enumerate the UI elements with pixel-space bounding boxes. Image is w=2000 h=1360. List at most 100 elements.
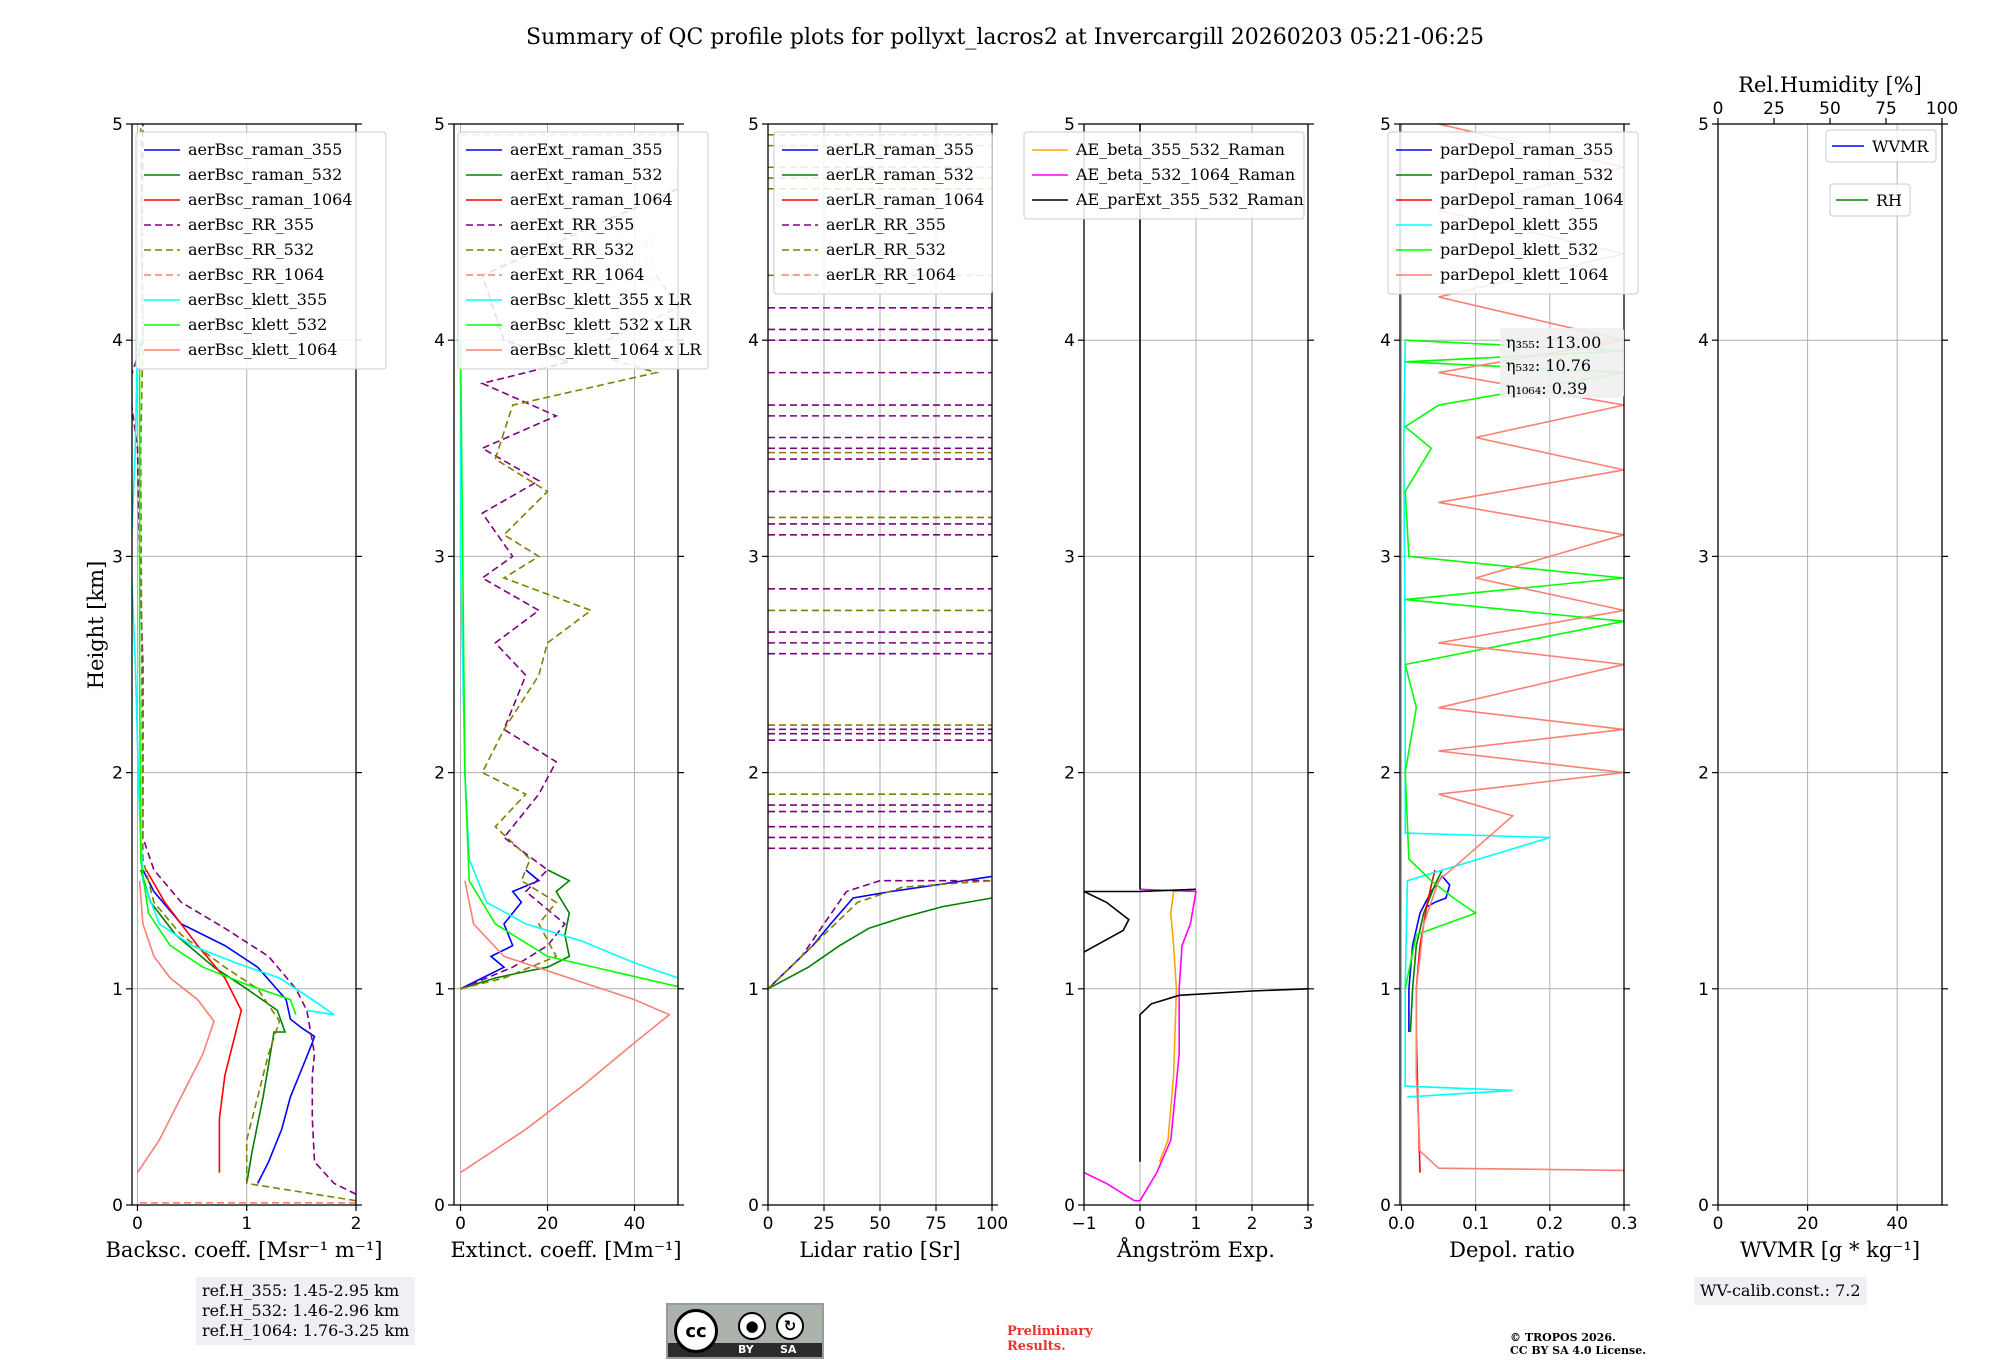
y-tick-label: 5 (1698, 115, 1709, 135)
legend-entry: aerBsc_RR_355 (188, 215, 314, 234)
y-tick-label: 3 (1698, 547, 1709, 567)
series-line-aerBsc_raman_1064 (145, 869, 243, 1173)
legend-entry: aerExt_raman_1064 (510, 190, 673, 209)
eta-value: η₁₀₆₄: 0.39 (1506, 379, 1587, 398)
ref-height-1064: ref.H_1064: 1.76-3.25 km (202, 1321, 410, 1340)
x-tick-label: 20 (1797, 1214, 1819, 1234)
y-tick-label: 1 (1064, 980, 1075, 1000)
x-tick-label: 0.1 (1462, 1214, 1489, 1234)
x-tick-label: 50 (869, 1214, 891, 1234)
series-line-AE_beta_532_1064_Raman (1084, 888, 1197, 1202)
x-tick-label: 0 (132, 1214, 143, 1234)
x-tick-label: 1 (1191, 1214, 1202, 1234)
copyright-note: © TROPOS 2026. CC BY SA 4.0 License. (1510, 1331, 1646, 1357)
y-tick-label: 2 (112, 764, 123, 784)
eta-box (1500, 328, 1624, 398)
legend-entry: aerBsc_klett_355 x LR (510, 290, 692, 309)
y-tick-label: 4 (1698, 331, 1709, 351)
ref-height-355: ref.H_355: 1.45-2.95 km (202, 1281, 400, 1300)
series-group (1084, 124, 1308, 1202)
y-tick-label: 0 (1698, 1196, 1709, 1216)
x-tick-label: 1 (241, 1214, 252, 1234)
axes-frame (131, 123, 357, 1206)
copyright-line-2: CC BY SA 4.0 License. (1510, 1344, 1647, 1357)
y-tick-label: 0 (434, 1196, 445, 1216)
series-group (132, 124, 356, 1204)
x-tick-label: 25 (813, 1214, 835, 1234)
y-tick-label: 2 (1380, 764, 1391, 784)
axes-frame (1399, 123, 1625, 1206)
series-line-AE_beta_355_532_Raman (1158, 888, 1191, 1163)
legend-entry: parDepol_raman_532 (1440, 165, 1613, 184)
series-group (459, 134, 678, 1174)
legend-entry: aerBsc_raman_1064 (188, 190, 353, 209)
y-tick-label: 1 (748, 980, 759, 1000)
series-line-aerBsc_klett_532 (138, 340, 297, 1015)
y-tick-label: 3 (434, 547, 445, 567)
y-tick-label: 3 (1380, 547, 1391, 567)
series-line-aerExt_raman_532 (460, 869, 571, 990)
x-tick-label: 0 (455, 1214, 466, 1234)
legend-box (1825, 129, 1937, 163)
wv-calibration-box: WV-calib.const.: 7.2 (1694, 1277, 1867, 1305)
legend-entry: aerBsc_raman_532 (188, 165, 342, 184)
x-axis-label: Lidar ratio [Sr] (799, 1238, 960, 1262)
x-tick-label: 2 (351, 1214, 362, 1234)
legend-entry: aerLR_RR_532 (826, 240, 946, 259)
x-axis-label: WVMR [g * kg⁻¹] (1740, 1238, 1920, 1262)
eta-value: η₃₅₅: 113.00 (1506, 333, 1601, 352)
panel-6: 0 20 40 0 1 2 3 4 5 WVMR [g * kg⁻¹] 0 25 50 75 100Rel.… (1698, 73, 1958, 1262)
x-tick-label: 75 (925, 1214, 947, 1234)
series-line-aerBsc_klett_1064 x LR (460, 880, 671, 1174)
y-tick-label: 2 (1064, 764, 1075, 784)
y-tick-label: 4 (1064, 331, 1075, 351)
series-line-aerBsc_klett_1064 (136, 880, 215, 1174)
x-axis-label: Depol. ratio (1449, 1238, 1575, 1262)
legend-entry: AE_parExt_355_532_Raman (1075, 190, 1304, 209)
top-x-axis-label: Rel.Humidity [%] (1738, 73, 1922, 97)
series-line-parDepol_klett_355 (1402, 340, 1551, 1098)
series-line-parDepol_raman_532 (1409, 869, 1444, 1033)
legend-box (457, 131, 709, 370)
legend-entry: aerBsc_klett_532 (188, 315, 327, 334)
preliminary-line-2: Results. (1007, 1339, 1066, 1354)
y-tick-label: 4 (434, 331, 445, 351)
cc-by-label: BY (738, 1343, 754, 1356)
y-tick-label: 0 (1380, 1196, 1391, 1216)
series-line-aerBsc_raman_532 (139, 869, 287, 1184)
series-line-aerBsc_RR_355 (132, 124, 356, 1195)
legend-entry: aerBsc_RR_1064 (188, 265, 324, 284)
y-tick-label: 0 (1064, 1196, 1075, 1216)
legend-entry: aerBsc_klett_1064 x LR (510, 340, 702, 359)
legend-entry: AE_beta_355_532_Raman (1075, 140, 1285, 159)
x-tick-label: 40 (1886, 1214, 1908, 1234)
x-tick-label: 0 (1713, 1214, 1724, 1234)
x-tick-label: 0.2 (1536, 1214, 1563, 1234)
y-tick-label: 3 (748, 547, 759, 567)
sa-share-icon: ↻ (776, 1312, 804, 1340)
y-tick-label: 4 (1380, 331, 1391, 351)
y-tick-label: 0 (112, 1196, 123, 1216)
cc-license-badge: cc ● ↻ BY SA (666, 1303, 824, 1359)
y-tick-label: 5 (112, 115, 123, 135)
y-tick-label: 5 (434, 115, 445, 135)
y-tick-label: 3 (112, 547, 123, 567)
series-line-aerBsc_klett_532 x LR (459, 340, 678, 988)
y-tick-label: 2 (748, 764, 759, 784)
axes-frame (453, 123, 679, 1206)
legend-entry: aerExt_RR_1064 (510, 265, 645, 284)
y-tick-label: 1 (1380, 980, 1391, 1000)
reference-heights-box: ref.H_355: 1.45-2.95 km ref.H_532: 1.46-… (196, 1277, 416, 1345)
x-tick-label: 3 (1303, 1214, 1314, 1234)
legend-entry: aerBsc_klett_532 x LR (510, 315, 692, 334)
ref-height-532: ref.H_532: 1.46-2.96 km (202, 1301, 400, 1320)
top-x-tick-label: 50 (1819, 99, 1841, 119)
legend-entry: aerLR_RR_355 (826, 215, 946, 234)
series-line-AE_parExt_355_532_Raman (1084, 888, 1197, 953)
y-tick-label: 1 (112, 980, 123, 1000)
legend-box (135, 131, 387, 370)
legend-entry: AE_beta_532_1064_Raman (1075, 165, 1295, 184)
legend-box (1387, 131, 1639, 295)
